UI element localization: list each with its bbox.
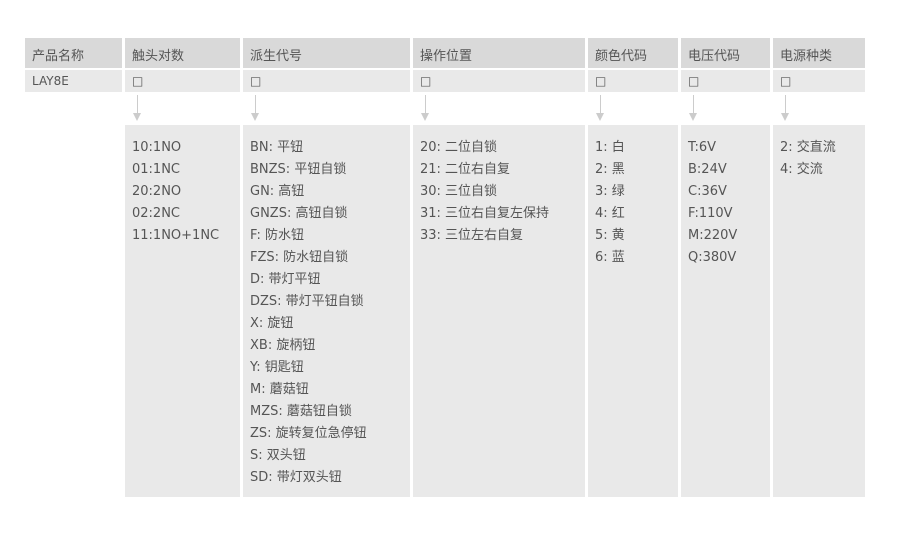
code-cell: □ <box>588 70 678 92</box>
option-item: FZS: 防水钮自锁 <box>250 250 349 265</box>
options-list: 20: 二位自锁 21: 二位右自复 30: 三位自锁 31: 三位右自复左保持 33:… <box>413 125 585 497</box>
arrow-down-icon <box>421 95 429 121</box>
arrow-down-icon <box>781 95 789 121</box>
option-item: B:24V <box>688 162 727 177</box>
option-item: BNZS: 平钮自锁 <box>250 162 347 177</box>
header-cell: 电压代码 <box>681 38 770 68</box>
option-item: 01:1NC <box>132 162 180 177</box>
option-item: BN: 平钮 <box>250 140 304 155</box>
code-cell: LAY8E <box>25 70 122 92</box>
option-item: 5: 黄 <box>595 228 625 243</box>
option-item: 31: 三位右自复左保持 <box>420 206 550 221</box>
option-item: D: 带灯平钮 <box>250 272 321 287</box>
option-item: 2: 黑 <box>595 162 625 177</box>
option-item: 4: 交流 <box>780 162 823 177</box>
options-list: 2: 交直流 4: 交流 <box>773 125 865 497</box>
header-cell: 电源种类 <box>773 38 865 68</box>
option-item: T:6V <box>688 140 717 155</box>
option-item: 20:2NO <box>132 184 182 199</box>
option-item: M:220V <box>688 228 738 243</box>
option-item: GN: 高钮 <box>250 184 305 199</box>
arrow-down-icon <box>133 95 141 121</box>
header-cell: 颜色代码 <box>588 38 678 68</box>
option-item: GNZS: 高钮自锁 <box>250 206 348 221</box>
option-item: 21: 二位右自复 <box>420 162 511 177</box>
options-list: 10:1NO 01:1NC 20:2NO 02:2NC 11:1NO+1NC <box>125 125 240 497</box>
code-cell: □ <box>413 70 585 92</box>
option-item: 2: 交直流 <box>780 140 836 155</box>
option-item: 1: 白 <box>595 140 625 155</box>
code-cell: □ <box>773 70 865 92</box>
option-item: C:36V <box>688 184 727 199</box>
arrow-down-icon <box>251 95 259 121</box>
option-item: 11:1NO+1NC <box>132 228 220 243</box>
options-list: 1: 白 2: 黑 3: 绿 4: 红 5: 黄 6: 蓝 <box>588 125 678 497</box>
option-item: MZS: 蘑菇钮自锁 <box>250 404 352 419</box>
option-item: F:110V <box>688 206 733 221</box>
option-item: 10:1NO <box>132 140 182 155</box>
option-item: Y: 钥匙钮 <box>250 360 304 375</box>
options-list: T:6V B:24V C:36V F:110V M:220V Q:380V <box>681 125 770 497</box>
header-cell: 操作位置 <box>413 38 585 68</box>
option-item: 33: 三位左右自复 <box>420 228 524 243</box>
option-item: S: 双头钮 <box>250 448 306 463</box>
option-item: ZS: 旋转复位急停钮 <box>250 426 367 441</box>
option-item: F: 防水钮 <box>250 228 304 243</box>
header-cell: 触头对数 <box>125 38 240 68</box>
option-item: 02:2NC <box>132 206 180 221</box>
option-item: Q:380V <box>688 250 737 265</box>
option-item: 4: 红 <box>595 206 625 221</box>
option-item: X: 旋钮 <box>250 316 294 331</box>
header-cell: 派生代号 <box>243 38 410 68</box>
code-cell: □ <box>681 70 770 92</box>
option-item: DZS: 带灯平钮自锁 <box>250 294 364 309</box>
option-item: XB: 旋柄钮 <box>250 338 316 353</box>
option-item: M: 蘑菇钮 <box>250 382 309 397</box>
arrow-down-icon <box>596 95 604 121</box>
option-item: 30: 三位自锁 <box>420 184 498 199</box>
arrow-down-icon <box>689 95 697 121</box>
code-cell: □ <box>243 70 410 92</box>
option-item: SD: 带灯双头钮 <box>250 470 342 485</box>
options-list: BN: 平钮 BNZS: 平钮自锁 GN: 高钮 GNZS: 高钮自锁 F: 防水钮 FZ… <box>243 125 410 497</box>
code-cell: □ <box>125 70 240 92</box>
option-item: 3: 绿 <box>595 184 625 199</box>
option-item: 6: 蓝 <box>595 250 625 265</box>
option-item: 20: 二位自锁 <box>420 140 498 155</box>
header-cell: 产品名称 <box>25 38 122 68</box>
